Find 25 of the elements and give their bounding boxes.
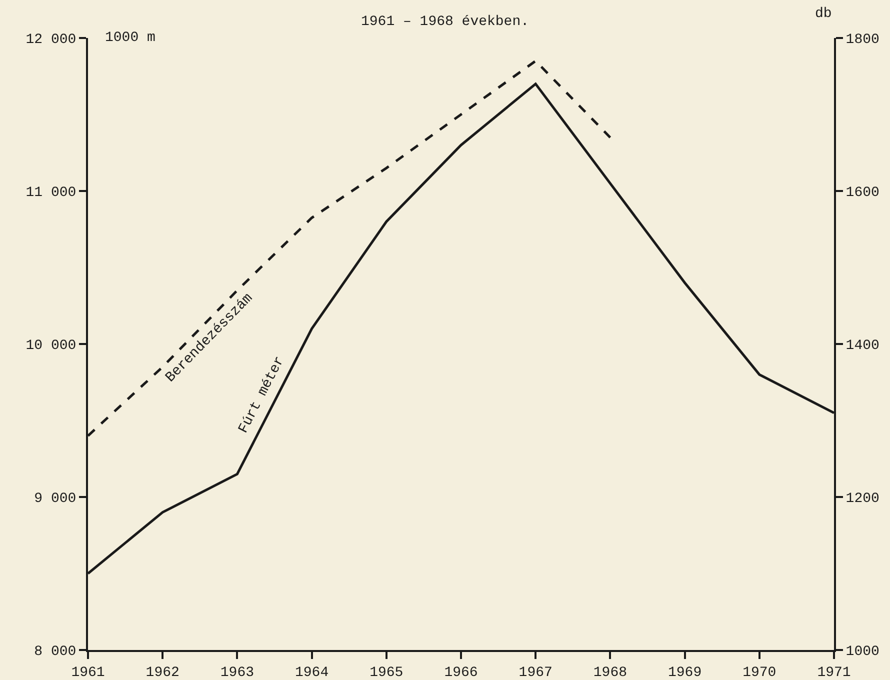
- x-tick-label: 1970: [742, 664, 776, 680]
- y2-tick-label: 1400: [846, 338, 880, 354]
- x-tick-label: 1961: [71, 664, 105, 680]
- x-tick-label: 1967: [518, 664, 552, 680]
- text: Fúrt méter: [236, 354, 288, 436]
- chart-title: 1961 – 1968 években.: [360, 14, 530, 30]
- x-tick-label: 1964: [294, 664, 329, 680]
- y-tick-label: 8 000: [34, 644, 76, 660]
- x-tick-label: 1969: [668, 664, 702, 680]
- x-tick-label: 1968: [593, 664, 628, 680]
- y-tick-label: 10 000: [26, 338, 76, 354]
- x-tick-label: 1966: [444, 664, 478, 680]
- x-tick-label: 1963: [220, 664, 254, 680]
- y2-tick-label: 1200: [846, 490, 880, 507]
- y2-tick-label: 1800: [846, 32, 880, 48]
- x-tick-label: 1971: [817, 664, 851, 680]
- y2-tick-label: 1000: [846, 644, 880, 660]
- x-tick-label: 1962: [146, 664, 180, 680]
- y2-tick-label: 1600: [846, 184, 880, 201]
- y-tick-label: 9 000: [34, 490, 76, 507]
- x-tick-label: 1965: [370, 664, 404, 680]
- y-tick-label: 12 000: [26, 32, 76, 48]
- y-tick-label: 11 000: [26, 184, 76, 201]
- y2-axis-title: db: [815, 6, 832, 22]
- y-axis-title: 1000 m: [105, 30, 156, 46]
